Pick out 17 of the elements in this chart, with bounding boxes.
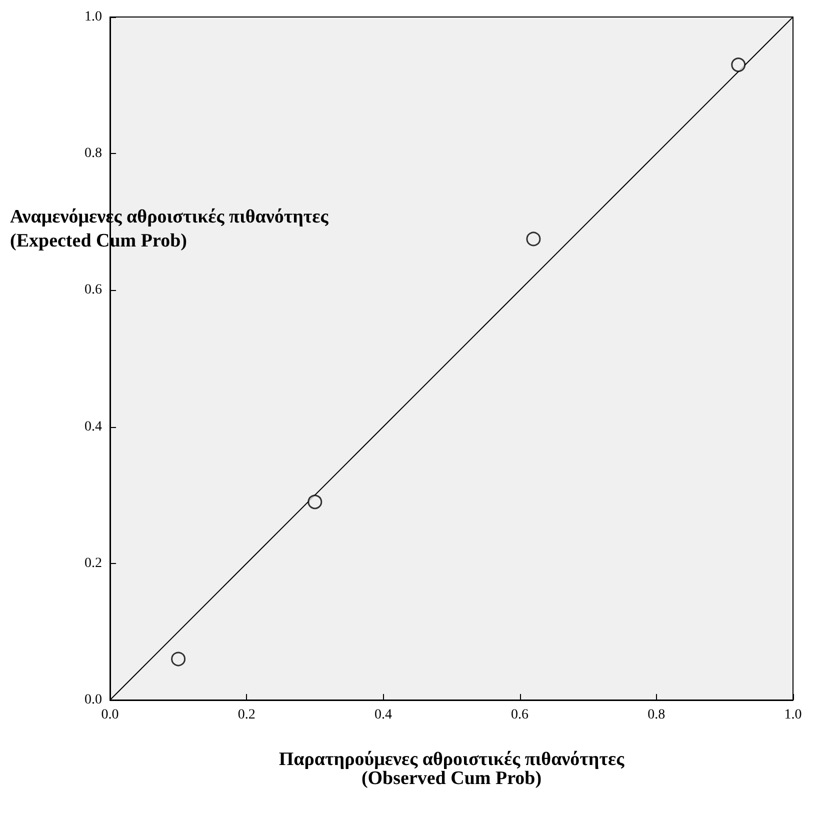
x-tick-label: 0.6 [511, 708, 529, 722]
y-tick-label: 0.4 [84, 419, 102, 434]
x-tick-label: 0.2 [238, 708, 256, 722]
y-tick-label: 0.6 [84, 282, 102, 298]
y-tick-label: 0.2 [84, 556, 102, 571]
x-tick-label: 0.8 [648, 708, 666, 722]
y-tick-label: 1.0 [84, 10, 102, 24]
x-tick-label: 0.4 [374, 708, 392, 722]
point [731, 58, 746, 72]
y-tick-label: 0.8 [84, 146, 102, 162]
x-tick-label: 1.0 [784, 708, 802, 722]
point [526, 232, 541, 246]
point [171, 652, 186, 666]
y-tick-label: 0.0 [84, 692, 102, 708]
x-axis-title: Παρατηρούμενες αθροιστικές πιθανότητες (Observed Cum Prob) [278, 749, 626, 789]
point [308, 494, 322, 510]
x-tick-label: 0.0 [101, 708, 119, 722]
